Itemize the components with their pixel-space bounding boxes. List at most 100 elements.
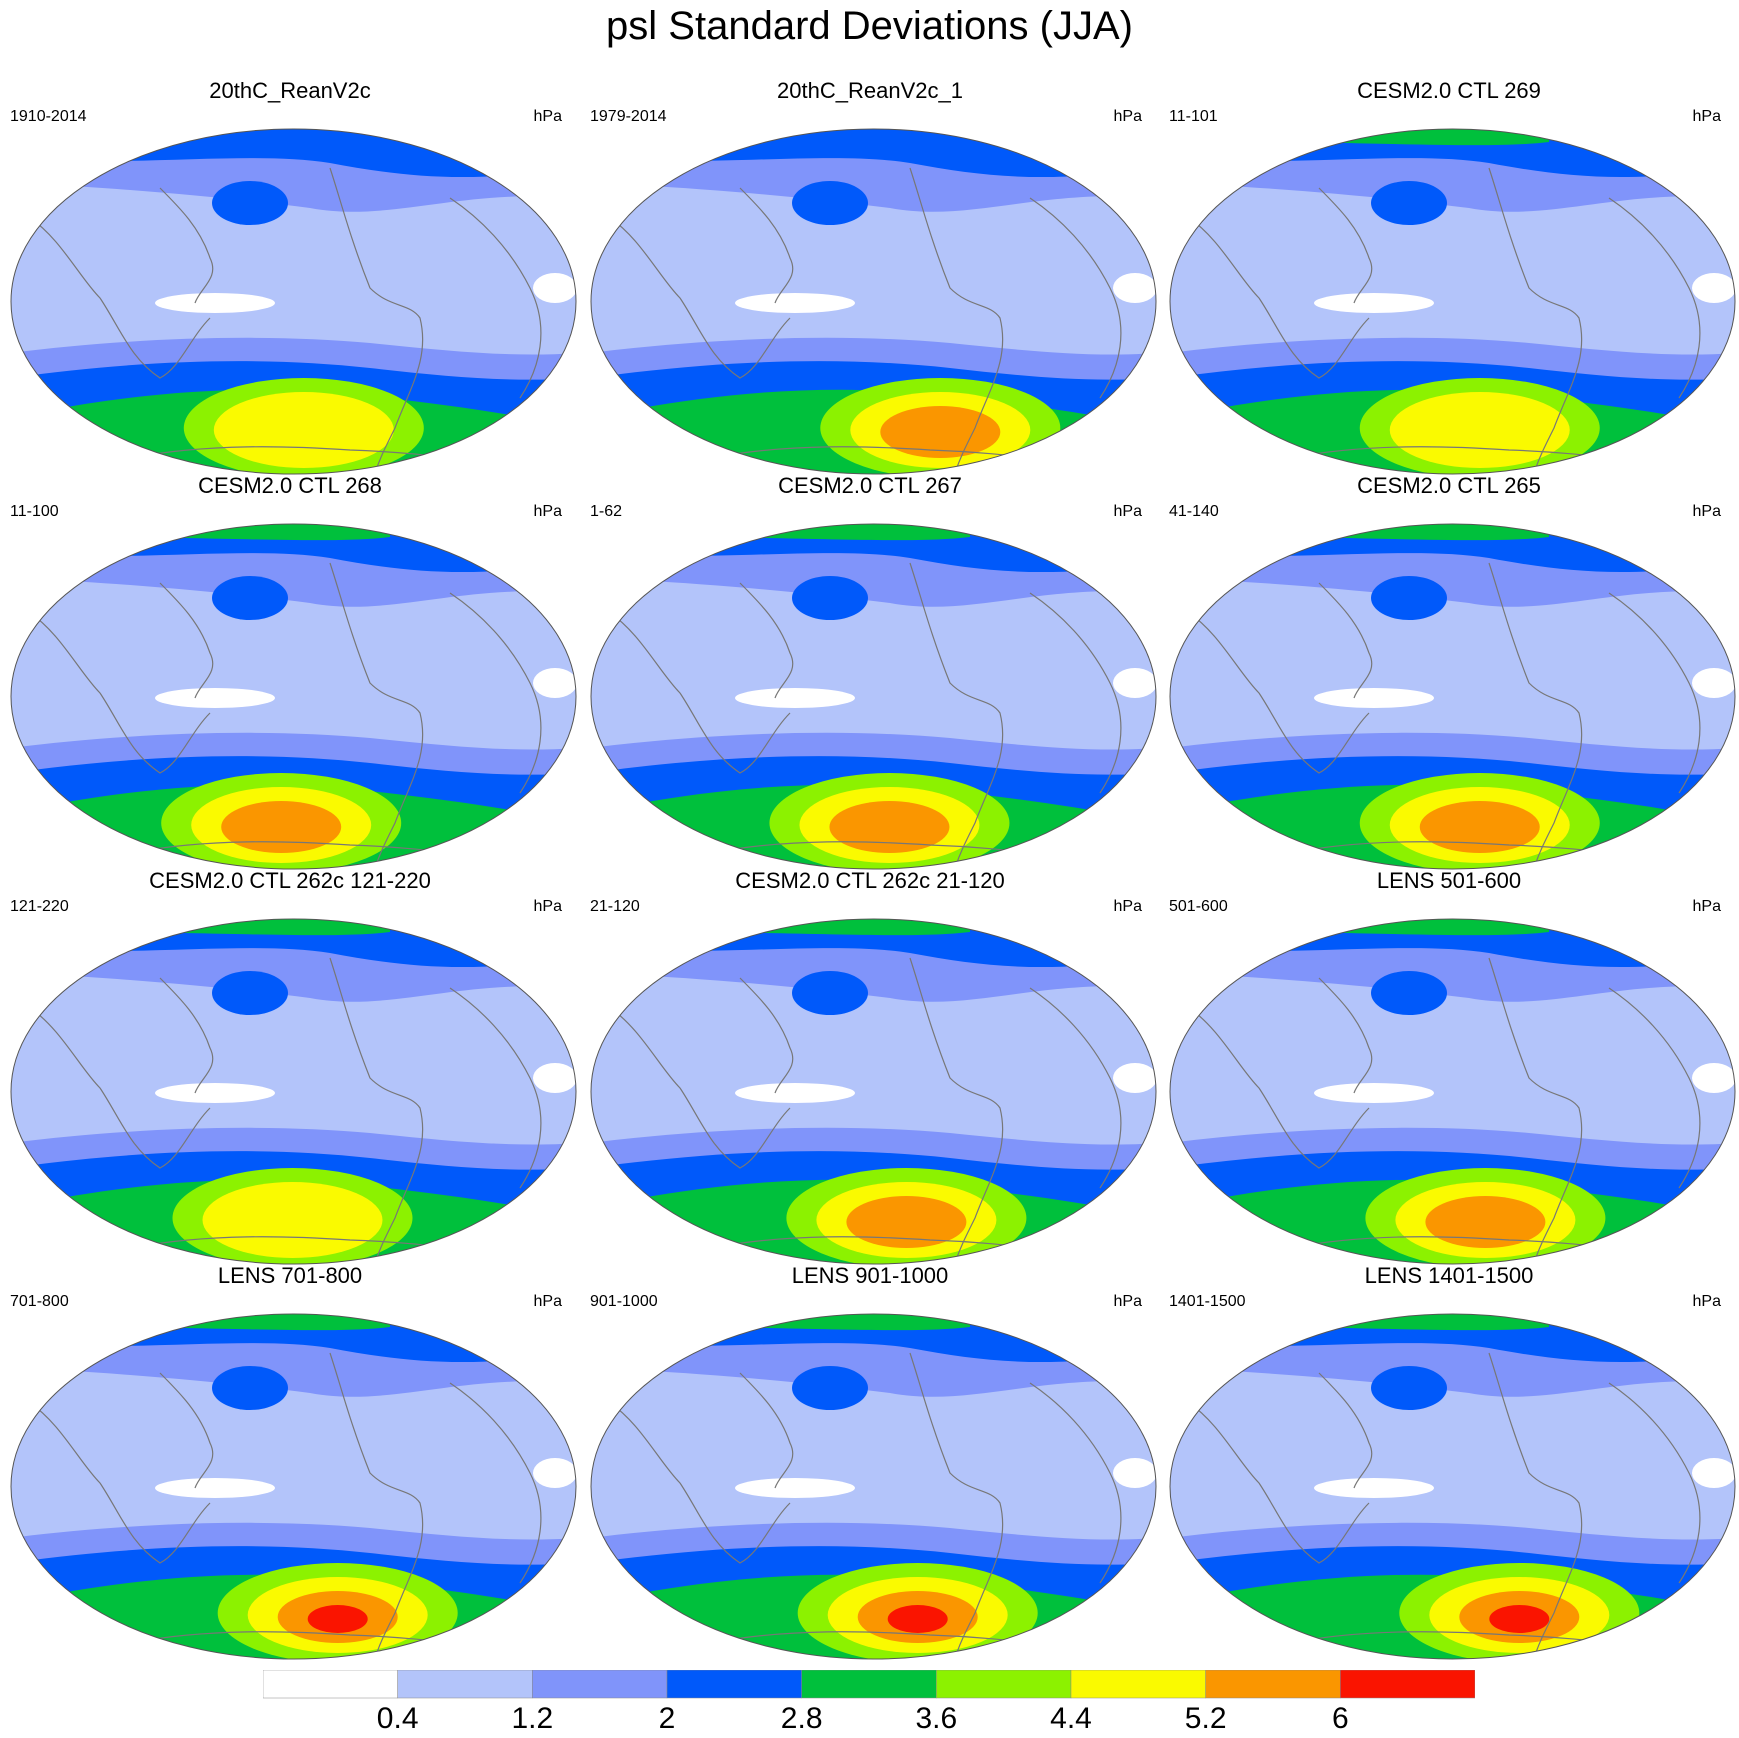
field-npacific-core <box>212 1366 288 1410</box>
map-svg <box>590 1313 1157 1660</box>
field-south-max <box>1489 1605 1550 1633</box>
panel-units-label: hPa <box>1692 108 1721 125</box>
field-npacific-core <box>1371 576 1447 620</box>
colorbar-tick-label: 3.6 <box>915 1702 958 1735</box>
panel-units-label: hPa <box>1692 1293 1721 1310</box>
coastline <box>1188 217 1370 379</box>
coastline <box>159 187 214 304</box>
coastline <box>609 612 791 774</box>
field-tropic-min <box>155 1478 275 1498</box>
map-outline <box>10 1313 577 1660</box>
field-npacific-core <box>1371 181 1447 225</box>
coastline <box>1188 1007 1370 1169</box>
field-south-max <box>846 1196 967 1248</box>
field-tropic-min <box>1113 668 1156 698</box>
panel-title: CESM2.0 CTL 269 <box>1357 78 1541 103</box>
colorbar-tick-label: 6 <box>1331 1702 1349 1735</box>
map-outline <box>1169 523 1736 870</box>
map-panel: LENS 1401-1500 1401-1500 hPa <box>1159 1263 1739 1660</box>
field-npacific-core <box>792 1366 868 1410</box>
field-south-max <box>213 392 394 468</box>
panel-period-label: 121-220 <box>10 898 69 915</box>
coastline <box>159 582 214 699</box>
field-tropic-min <box>155 688 275 708</box>
field-tropic-min <box>1314 1478 1434 1498</box>
coastline <box>1188 612 1370 774</box>
panel-units-label: hPa <box>1113 898 1142 915</box>
coastline <box>329 167 424 474</box>
coastline <box>1608 987 1701 1189</box>
panel-title: CESM2.0 CTL 265 <box>1357 473 1541 498</box>
colorbar-box <box>1070 1670 1206 1699</box>
panel-period-label: 21-120 <box>590 898 640 915</box>
panel-period-label: 701-800 <box>10 1293 69 1310</box>
colorbar-box <box>801 1670 937 1699</box>
coastline <box>1029 1382 1122 1584</box>
panel-period-label: 11-101 <box>1169 108 1218 125</box>
panel-period-label: 901-1000 <box>590 1293 658 1310</box>
field-npacific-core <box>792 576 868 620</box>
map-svg <box>10 918 577 1265</box>
field-npacific-core <box>212 181 288 225</box>
field-south-max <box>307 1605 368 1633</box>
coastline <box>609 217 791 379</box>
colorbar-tick-label: 2 <box>658 1702 676 1735</box>
coastline <box>159 977 214 1094</box>
coastline <box>1488 957 1583 1264</box>
map-svg <box>10 523 577 870</box>
panel-period-label: 1-62 <box>590 503 623 520</box>
panel-units-label: hPa <box>1113 108 1142 125</box>
coastline <box>29 1402 211 1564</box>
map-svg <box>1169 1313 1736 1660</box>
map-outline <box>10 918 577 1265</box>
field-npacific-core <box>1371 1366 1447 1410</box>
panel-units-label: hPa <box>533 503 562 520</box>
field-south-max <box>202 1182 383 1258</box>
coastline <box>909 1352 1004 1659</box>
map-svg <box>590 128 1157 475</box>
coastline <box>739 582 794 699</box>
coastline <box>29 217 211 379</box>
panel-period-label: 41-140 <box>1169 503 1219 520</box>
map-svg <box>590 918 1157 1265</box>
field-tropic-min <box>735 1478 855 1498</box>
colorbar-tick-label: 1.2 <box>511 1702 554 1735</box>
panel-units-label: hPa <box>533 108 562 125</box>
coastline <box>449 197 542 399</box>
coastline <box>739 977 794 1094</box>
field-south-max <box>880 406 1001 458</box>
coastline <box>1318 187 1373 304</box>
map-panel: CESM2.0 CTL 267 1-62 hPa <box>580 473 1160 870</box>
coastline <box>159 1372 214 1489</box>
panel-units-label: hPa <box>1692 503 1721 520</box>
map-outline <box>590 128 1157 475</box>
colorbar <box>263 1670 1475 1699</box>
field-tropic-min <box>533 273 576 303</box>
field-south-max <box>1419 801 1540 853</box>
coastline <box>1188 1402 1370 1564</box>
colorbar-box <box>936 1670 1072 1699</box>
map-outline <box>590 918 1157 1265</box>
map-outline <box>1169 918 1736 1265</box>
field-tropic-min <box>1692 668 1735 698</box>
coastline <box>909 562 1004 869</box>
map-panel: LENS 701-800 701-800 hPa <box>0 1263 580 1660</box>
map-panel: CESM2.0 CTL 268 11-100 hPa <box>0 473 580 870</box>
map-outline <box>1169 128 1736 475</box>
panel-period-label: 1979-2014 <box>590 108 667 125</box>
map-panel: CESM2.0 CTL 265 41-140 hPa <box>1159 473 1739 870</box>
field-tropic-min <box>1692 273 1735 303</box>
field-npacific-core <box>1371 971 1447 1015</box>
panel-period-label: 501-600 <box>1169 898 1228 915</box>
panel-units-label: hPa <box>1113 503 1142 520</box>
coastline <box>1318 582 1373 699</box>
coastline <box>609 1007 791 1169</box>
panel-units-label: hPa <box>1113 1293 1142 1310</box>
coastline <box>609 1402 791 1564</box>
field-south-max <box>221 801 342 853</box>
coastline <box>29 1007 211 1169</box>
field-tropic-min <box>155 1083 275 1103</box>
field-tropic-min <box>1314 688 1434 708</box>
coastline <box>1029 987 1122 1189</box>
